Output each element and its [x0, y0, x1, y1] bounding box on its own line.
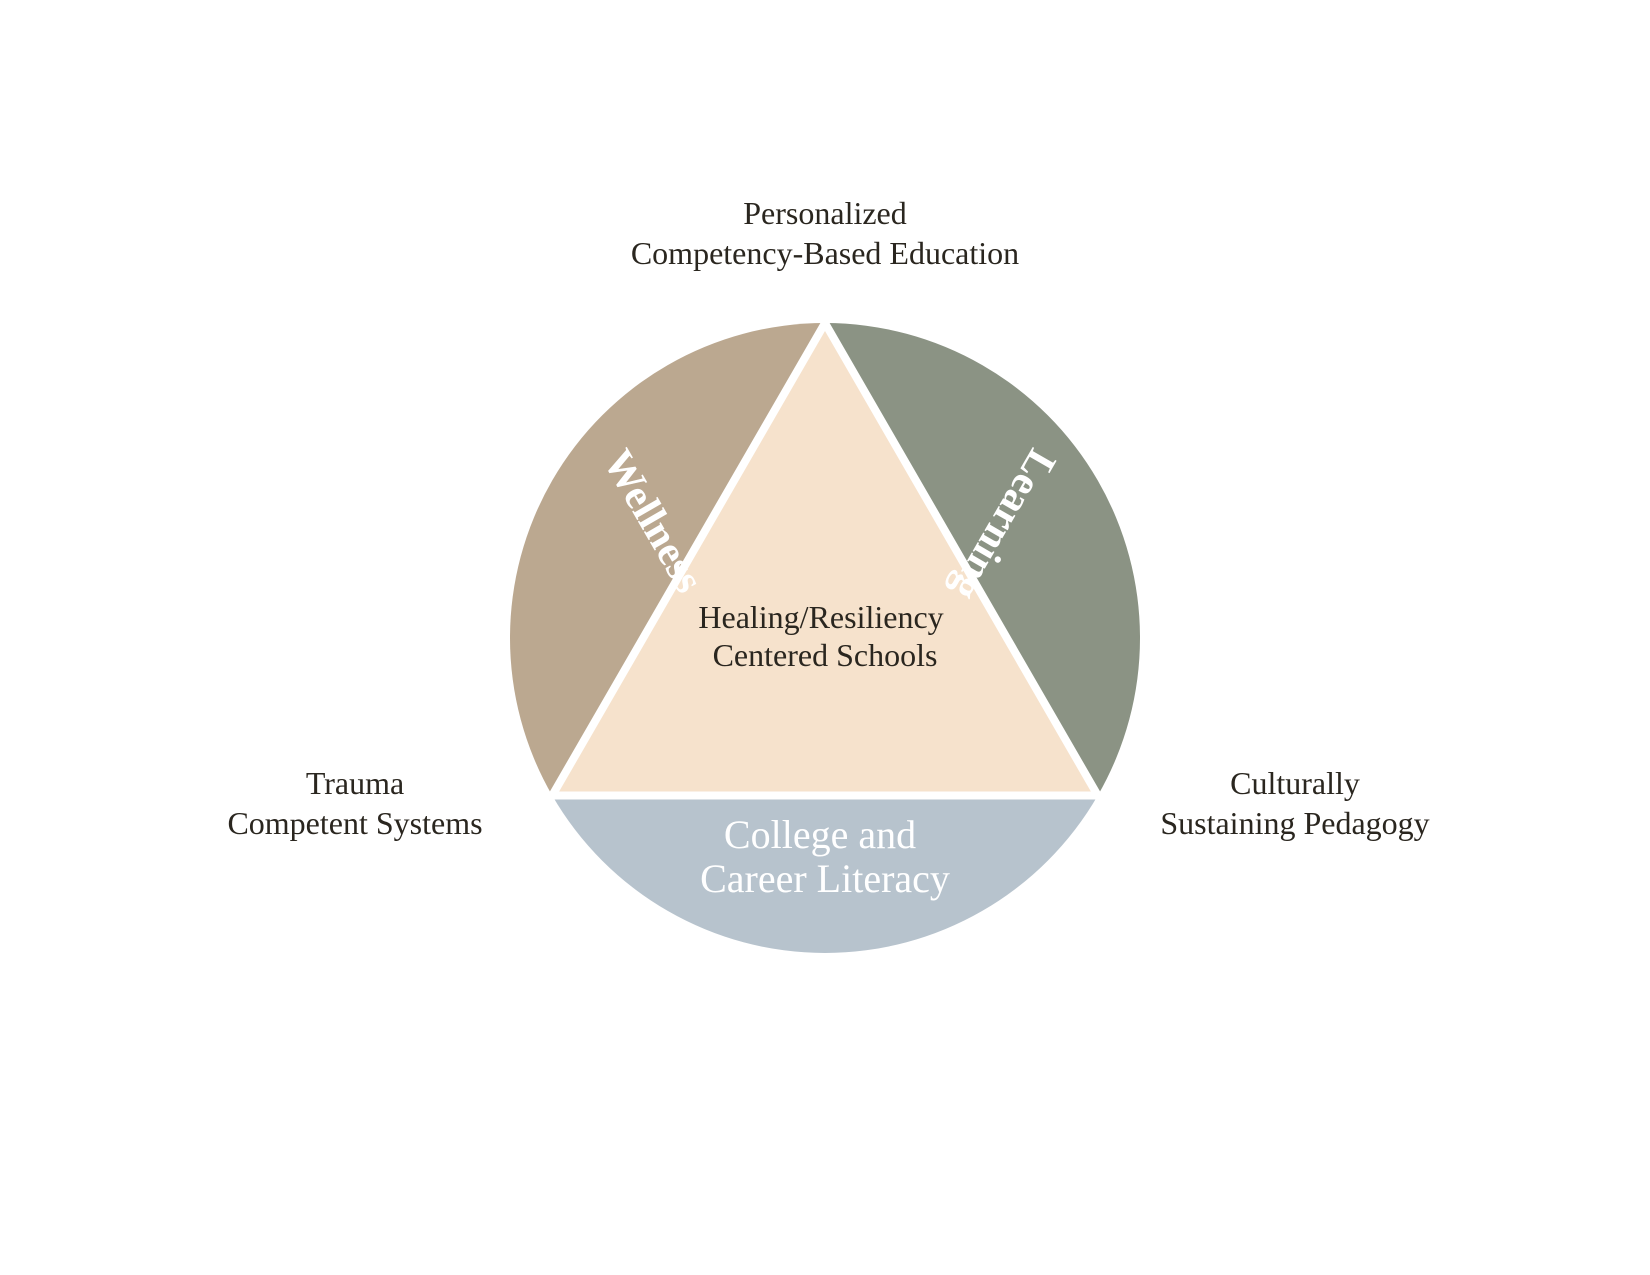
- outer-label-bottom-left: Trauma Competent Systems: [165, 763, 545, 843]
- outer-label-bl-line2: Competent Systems: [165, 803, 545, 843]
- outer-label-bl-line1: Trauma: [165, 763, 545, 803]
- outer-label-top-line1: Personalized: [475, 193, 1175, 233]
- outer-label-top: Personalized Competency-Based Education: [475, 193, 1175, 273]
- label-college-career: College and Career Literacy: [700, 812, 950, 901]
- outer-label-br-line1: Culturally: [1105, 763, 1485, 803]
- education-framework-diagram: Wellness Learning College and Career Lit…: [475, 288, 1175, 988]
- outer-label-top-line2: Competency-Based Education: [475, 233, 1175, 273]
- outer-label-br-line2: Sustaining Pedagogy: [1105, 803, 1485, 843]
- diagram-svg: Wellness Learning College and Career Lit…: [475, 288, 1175, 988]
- outer-label-bottom-right: Culturally Sustaining Pedagogy: [1105, 763, 1485, 843]
